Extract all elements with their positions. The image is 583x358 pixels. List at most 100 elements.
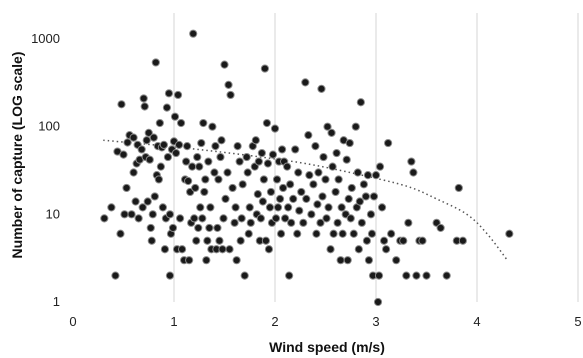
data-point [216, 152, 225, 162]
data-point [374, 271, 384, 280]
data-point [262, 118, 272, 128]
data-point [193, 152, 202, 162]
data-point [286, 180, 295, 189]
data-point [259, 175, 268, 184]
x-tick-label: 1 [170, 314, 177, 329]
data-point [284, 203, 293, 212]
data-point [256, 214, 265, 223]
data-point [364, 256, 374, 265]
data-point [361, 192, 370, 201]
data-point [150, 192, 159, 201]
data-point [261, 236, 271, 245]
data-point [142, 136, 151, 145]
data-point [189, 29, 198, 38]
data-point [155, 118, 164, 128]
data-point [317, 84, 326, 93]
data-point [127, 210, 136, 219]
data-point [107, 203, 116, 212]
data-point [375, 162, 385, 171]
data-point [199, 118, 208, 128]
data-point [347, 183, 356, 193]
data-point [208, 122, 217, 131]
data-point [194, 223, 203, 233]
data-points [100, 29, 514, 307]
data-point [156, 162, 165, 171]
data-point [311, 142, 320, 151]
data-point [331, 187, 340, 197]
data-point [324, 203, 333, 212]
data-point [318, 192, 327, 201]
data-point [116, 229, 125, 238]
data-point [138, 203, 147, 212]
data-point [251, 136, 260, 145]
data-point [334, 175, 343, 184]
data-point [217, 136, 226, 145]
data-point [243, 168, 252, 177]
y-tick-label: 10 [46, 206, 60, 221]
data-point [192, 236, 201, 245]
data-point [373, 297, 383, 307]
data-point [402, 271, 411, 280]
data-point [289, 194, 298, 203]
data-point [246, 218, 255, 227]
data-point [277, 145, 287, 154]
data-point [218, 245, 227, 254]
data-point [232, 256, 241, 265]
data-point [312, 229, 321, 238]
data-point [228, 183, 237, 193]
data-point [221, 194, 230, 203]
data-point [276, 229, 286, 238]
data-point [214, 175, 223, 184]
data-point [154, 175, 163, 184]
data-point [240, 271, 249, 280]
data-point [145, 155, 154, 164]
data-point [200, 187, 209, 197]
data-point [349, 229, 358, 238]
data-point [123, 138, 132, 147]
data-point [225, 245, 234, 254]
data-point [120, 210, 129, 219]
data-point [291, 145, 300, 154]
data-point [147, 236, 156, 245]
data-point [173, 90, 183, 100]
data-point [326, 245, 335, 254]
data-point [323, 122, 332, 131]
data-point [273, 203, 283, 212]
data-point [275, 194, 285, 203]
data-point [143, 197, 152, 206]
data-point [285, 271, 294, 280]
data-point [264, 245, 274, 254]
data-point [224, 80, 233, 89]
data-point [205, 223, 214, 233]
data-point [258, 197, 267, 206]
data-point [354, 245, 363, 254]
data-point [327, 128, 336, 137]
data-point [342, 155, 351, 164]
data-point [210, 168, 219, 177]
data-point [295, 206, 304, 215]
data-point [122, 183, 131, 193]
data-point [366, 210, 376, 219]
data-point [231, 203, 240, 212]
data-point [236, 236, 245, 245]
data-point [245, 203, 254, 212]
data-point [117, 100, 126, 109]
data-point [407, 157, 416, 166]
data-point [319, 152, 328, 162]
data-point [299, 218, 308, 227]
data-point [168, 223, 178, 233]
data-point [201, 175, 210, 184]
data-point [100, 214, 109, 223]
data-point [387, 229, 396, 238]
data-point [144, 128, 153, 137]
data-point [313, 200, 322, 209]
data-point [184, 176, 193, 186]
data-point [220, 60, 229, 69]
data-point [183, 142, 192, 151]
data-point [226, 90, 235, 100]
data-point [357, 218, 366, 227]
data-point [422, 271, 431, 280]
y-tick-label: 1 [53, 294, 60, 309]
data-point [367, 229, 377, 238]
data-point [176, 118, 186, 128]
